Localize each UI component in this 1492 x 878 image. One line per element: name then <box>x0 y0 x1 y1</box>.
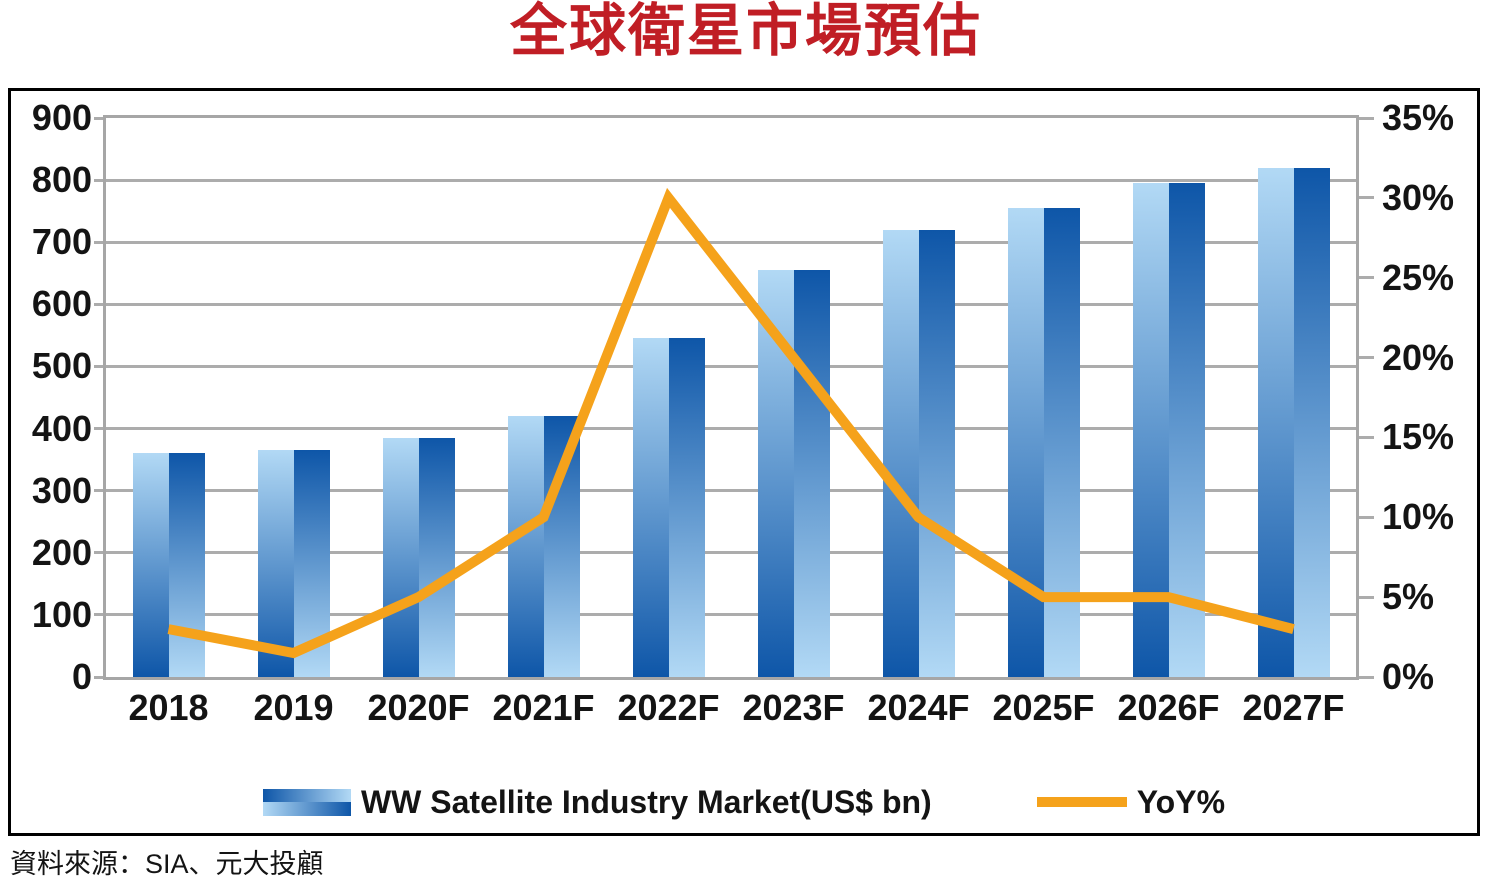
right-axis-tick-label: 20% <box>1382 336 1455 378</box>
left-axis-tick-label: 600 <box>31 283 92 325</box>
left-axis-tick-label: 200 <box>31 531 92 573</box>
right-axis-tick-label: 30% <box>1382 176 1455 218</box>
left-axis-tick-label: 700 <box>31 221 92 263</box>
x-axis-category-label: 2027F <box>1242 687 1345 728</box>
x-axis-category-label: 2022F <box>617 687 720 728</box>
right-axis-tick <box>1356 356 1374 360</box>
left-axis-tick <box>94 116 106 120</box>
legend-label-bars: WW Satellite Industry Market(US$ bn) <box>360 783 932 820</box>
bar-swatch-bottom-gradient <box>262 802 351 816</box>
bar-swatch-top-gradient <box>262 788 351 802</box>
x-axis-category-label: 2020F <box>367 687 470 728</box>
right-axis-tick <box>1356 116 1374 120</box>
right-axis-tick <box>1356 515 1374 519</box>
right-axis-tick <box>1356 435 1374 439</box>
right-axis-tick-label: 25% <box>1382 256 1455 298</box>
left-axis-tick-label: 900 <box>31 97 92 138</box>
legend-item-bars: WW Satellite Industry Market(US$ bn) <box>262 783 932 821</box>
left-axis-tick <box>94 675 106 679</box>
bar-series-swatch-icon <box>262 788 351 816</box>
x-axis-category-label: 2024F <box>867 687 970 728</box>
right-axis-tick <box>1356 675 1374 679</box>
x-axis-category-label: 2019 <box>253 687 334 728</box>
right-axis-tick-label: 15% <box>1382 416 1455 458</box>
left-axis-tick-label: 800 <box>31 159 92 201</box>
left-axis-tick-label: 400 <box>31 407 92 449</box>
legend-item-yoy: YoY% <box>1036 783 1226 821</box>
left-axis-tick-label: 0 <box>71 656 92 697</box>
x-axis-category-label: 2023F <box>742 687 845 728</box>
plot-frame <box>103 115 1359 680</box>
yoy-line-swatch-icon <box>1036 797 1127 807</box>
left-axis-tick <box>94 240 106 244</box>
bar-right-half <box>1293 167 1330 677</box>
right-axis-tick-label: 10% <box>1382 496 1455 538</box>
x-axis-category-label: 2018 <box>128 687 209 728</box>
left-axis-tick <box>94 427 106 431</box>
legend-label-yoy: YoY% <box>1136 783 1226 820</box>
source-note: 資料來源：SIA、元大投顧 <box>10 849 324 878</box>
legend: WW Satellite Industry Market(US$ bn) YoY… <box>8 780 1480 824</box>
left-axis-tick <box>94 551 106 555</box>
right-axis-tick-label: 35% <box>1382 97 1455 138</box>
left-axis-tick <box>94 364 106 368</box>
left-axis-tick <box>94 489 106 493</box>
right-axis-tick <box>1356 595 1374 599</box>
bar-left-half <box>132 453 169 677</box>
left-axis-tick <box>94 178 106 182</box>
left-axis-tick <box>94 302 106 306</box>
right-axis-tick-label: 0% <box>1382 656 1435 697</box>
gridline <box>106 178 1356 182</box>
x-axis-category-label: 2026F <box>1117 687 1220 728</box>
chart-title: 全球衛星市場預估 <box>510 0 982 64</box>
right-axis-tick <box>1356 196 1374 200</box>
x-axis-category-label: 2021F <box>492 687 595 728</box>
left-axis-tick-label: 300 <box>31 469 92 511</box>
right-axis-tick <box>1356 276 1374 280</box>
x-axis-category-label: 2025F <box>992 687 1095 728</box>
right-axis-tick-label: 5% <box>1382 576 1435 618</box>
left-axis-tick-label: 100 <box>31 593 92 635</box>
left-axis-tick <box>94 613 106 617</box>
left-axis-tick-label: 500 <box>31 345 92 387</box>
